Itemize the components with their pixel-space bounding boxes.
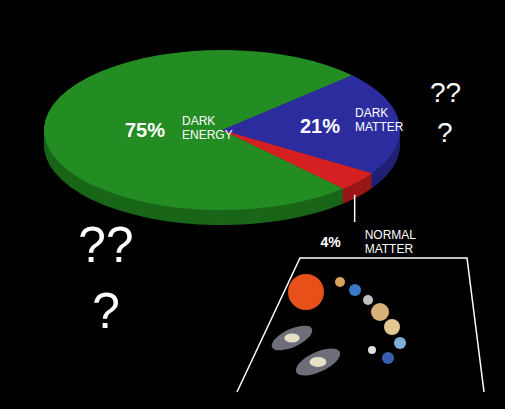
chart: 75%DARKENERGY21%DARKMATTER4%NORMALMATTER… <box>0 0 505 409</box>
annotation: ?? <box>78 217 134 273</box>
pie-side <box>44 51 400 211</box>
planet <box>384 319 400 335</box>
leader-line <box>354 195 356 222</box>
inset-frame <box>237 258 484 392</box>
annotation: ? <box>437 117 453 148</box>
category-label-line: DARK <box>182 114 215 128</box>
pie-top <box>44 50 400 210</box>
data-labels: 75%DARKENERGY21%DARKMATTER4%NORMALMATTER <box>125 106 416 256</box>
category-label: DARKMATTER <box>355 106 404 134</box>
data-label: 21% <box>300 115 340 137</box>
planet <box>382 352 394 364</box>
annotation: ?? <box>430 77 461 108</box>
category-label: DARKENERGY <box>182 114 233 142</box>
annotation: ? <box>92 283 120 339</box>
data-label: 4% <box>320 234 341 250</box>
pie-slice-side <box>44 51 352 211</box>
galaxy <box>292 343 344 381</box>
annotations: ?????? <box>78 77 461 339</box>
planet <box>363 295 373 305</box>
category-label-line: ENERGY <box>182 128 233 142</box>
planet <box>349 284 361 296</box>
planet <box>371 303 389 321</box>
planet <box>394 337 406 349</box>
sun <box>288 274 324 310</box>
data-label: 75% <box>125 119 165 141</box>
pie-slice <box>222 130 372 189</box>
category-label: NORMALMATTER <box>365 228 417 256</box>
galaxy <box>268 321 315 356</box>
category-label-line: MATTER <box>355 120 404 134</box>
category-label-line: MATTER <box>365 242 414 256</box>
normal-matter-inset <box>237 258 484 392</box>
galaxy-core <box>310 357 327 367</box>
galaxy-core <box>284 334 299 343</box>
planet <box>335 277 345 287</box>
planet <box>368 346 376 354</box>
pie <box>44 50 400 225</box>
category-label-line: NORMAL <box>365 228 417 242</box>
pie-slice <box>44 50 352 210</box>
category-label-line: DARK <box>355 106 388 120</box>
background <box>0 0 505 409</box>
